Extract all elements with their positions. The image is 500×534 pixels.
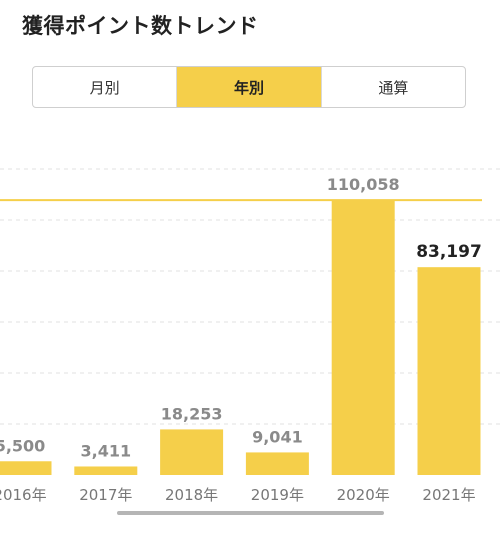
x-tick-label: 2016年 bbox=[0, 486, 47, 504]
horizontal-scrollbar[interactable] bbox=[117, 511, 384, 515]
value-label: 3,411 bbox=[80, 441, 131, 460]
value-labels: 5,500 3,411 18,253 9,041 110,058 83,197 bbox=[0, 175, 482, 460]
x-tick-label: 2018年 bbox=[165, 486, 218, 504]
x-tick-label: 2019年 bbox=[251, 486, 304, 504]
x-tick-label: 2017年 bbox=[79, 486, 132, 504]
bar[interactable] bbox=[245, 452, 309, 475]
bars bbox=[0, 200, 481, 476]
points-bar-chart: 5,500 3,411 18,253 9,041 110,058 83,197 2016年… bbox=[0, 168, 500, 504]
x-tick-label: 2020年 bbox=[337, 486, 390, 504]
tab-monthly[interactable]: 月別 bbox=[89, 78, 120, 97]
bar[interactable] bbox=[160, 429, 224, 475]
tab-yearly[interactable]: 年別 bbox=[176, 67, 321, 107]
value-label: 5,500 bbox=[0, 436, 45, 455]
period-segmented-control: 月別 年別 通算 bbox=[32, 66, 466, 108]
value-label: 9,041 bbox=[252, 427, 303, 446]
bar[interactable] bbox=[0, 461, 52, 475]
page-title: 獲得ポイント数トレンド bbox=[22, 14, 259, 38]
x-tick-labels: 2016年 2017年 2018年 2019年 2020年 2021年 bbox=[0, 486, 476, 504]
value-label: 18,253 bbox=[161, 404, 223, 423]
x-tick-label: 2021年 bbox=[422, 486, 475, 504]
tab-total[interactable]: 通算 bbox=[320, 67, 465, 107]
value-label: 110,058 bbox=[327, 175, 400, 194]
bar[interactable] bbox=[331, 200, 395, 476]
bar[interactable] bbox=[417, 267, 481, 475]
bar[interactable] bbox=[74, 466, 138, 475]
grid-lines bbox=[0, 168, 500, 425]
value-label: 83,197 bbox=[416, 242, 482, 262]
